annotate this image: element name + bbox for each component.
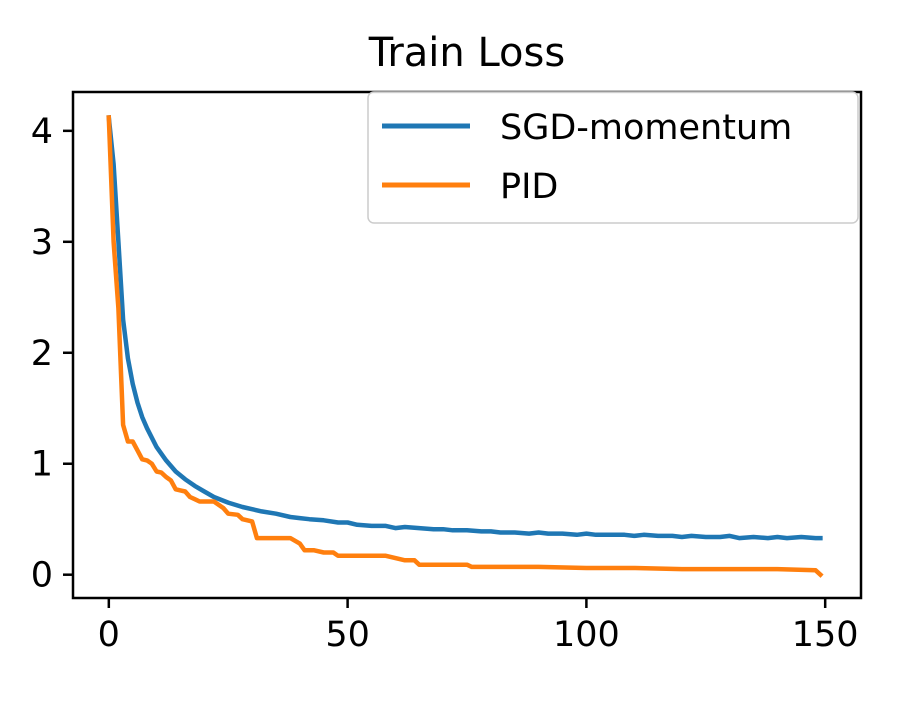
- x-tick-label: 100: [553, 615, 620, 655]
- y-tick-label: 4: [31, 112, 53, 152]
- x-tick-label: 0: [98, 615, 120, 655]
- series-line-sgd-momentum: [106, 115, 823, 541]
- series-line-pid: [106, 115, 824, 578]
- y-tick-label: 2: [31, 334, 53, 374]
- y-tick-label: 1: [31, 445, 53, 485]
- chart-title: Train Loss: [368, 30, 565, 76]
- legend-label-sgd-momentum: SGD-momentum: [500, 108, 792, 148]
- y-tick-label: 3: [31, 223, 53, 263]
- axis-ticks: 0 50 100 150 0 1 2 3 4: [31, 112, 859, 655]
- legend: SGD-momentum PID: [367, 91, 859, 224]
- legend-box: [367, 91, 859, 224]
- x-tick-label: 50: [325, 615, 370, 655]
- x-tick-label: 150: [792, 615, 859, 655]
- y-tick-label: 0: [31, 556, 53, 596]
- legend-label-pid: PID: [500, 167, 558, 207]
- plot-area: [106, 115, 824, 578]
